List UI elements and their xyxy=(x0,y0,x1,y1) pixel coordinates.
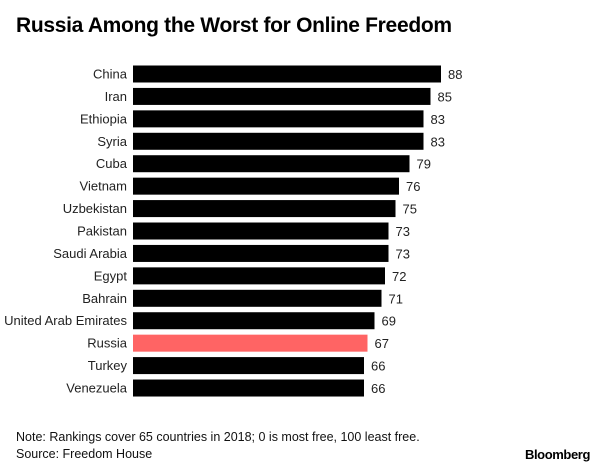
value-label: 73 xyxy=(396,224,410,239)
value-label: 71 xyxy=(389,291,403,306)
bar-ethiopia xyxy=(133,110,424,128)
value-label: 75 xyxy=(403,202,417,217)
value-label: 83 xyxy=(431,112,445,127)
category-label: Pakistan xyxy=(77,224,127,239)
bar-turkey xyxy=(133,357,364,375)
bar-vietnam xyxy=(133,177,399,195)
bar-china xyxy=(133,65,441,83)
category-label: Turkey xyxy=(88,358,128,373)
category-label: Bahrain xyxy=(82,291,127,306)
value-label: 66 xyxy=(371,381,385,396)
chart-note: Note: Rankings cover 65 countries in 201… xyxy=(16,430,420,444)
category-label: Venezuela xyxy=(66,381,127,396)
category-label: Vietnam xyxy=(80,179,127,194)
chart-title: Russia Among the Worst for Online Freedo… xyxy=(16,14,452,37)
value-label: 69 xyxy=(382,314,396,329)
value-label: 79 xyxy=(417,157,431,172)
bar-venezuela xyxy=(133,379,364,397)
category-label: United Arab Emirates xyxy=(4,313,127,328)
bar-saudi-arabia xyxy=(133,244,389,262)
bar-syria xyxy=(133,132,424,150)
category-label: Egypt xyxy=(94,268,128,283)
category-label: Saudi Arabia xyxy=(53,246,127,261)
bloomberg-logo: Bloomberg xyxy=(524,447,590,462)
value-label: 73 xyxy=(396,246,410,261)
bar-uzbekistan xyxy=(133,200,396,218)
bar-egypt xyxy=(133,267,385,285)
value-label: 85 xyxy=(438,89,452,104)
value-label: 66 xyxy=(371,359,385,374)
value-label: 76 xyxy=(406,179,420,194)
bar-russia xyxy=(133,334,368,352)
bar-united-arab-emirates xyxy=(133,312,375,330)
bar-cuba xyxy=(133,155,410,173)
bar-chart: China 88 Iran 85 Ethiopia 83 Syria 83 Cuba 79 Viet… xyxy=(4,65,462,397)
category-label: Syria xyxy=(97,134,127,149)
bar-pakistan xyxy=(133,222,389,240)
value-label: 67 xyxy=(375,336,389,351)
chart-source: Source: Freedom House xyxy=(16,447,153,461)
value-label: 83 xyxy=(431,134,445,149)
value-label: 72 xyxy=(392,269,406,284)
bar-bahrain xyxy=(133,289,382,307)
value-label: 88 xyxy=(448,67,462,82)
category-label: Cuba xyxy=(96,156,128,171)
category-label: Iran xyxy=(105,89,127,104)
bar-iran xyxy=(133,87,431,105)
category-label: Uzbekistan xyxy=(63,201,127,216)
category-label: China xyxy=(93,67,128,82)
category-label: Russia xyxy=(87,336,128,351)
category-label: Ethiopia xyxy=(80,111,128,126)
